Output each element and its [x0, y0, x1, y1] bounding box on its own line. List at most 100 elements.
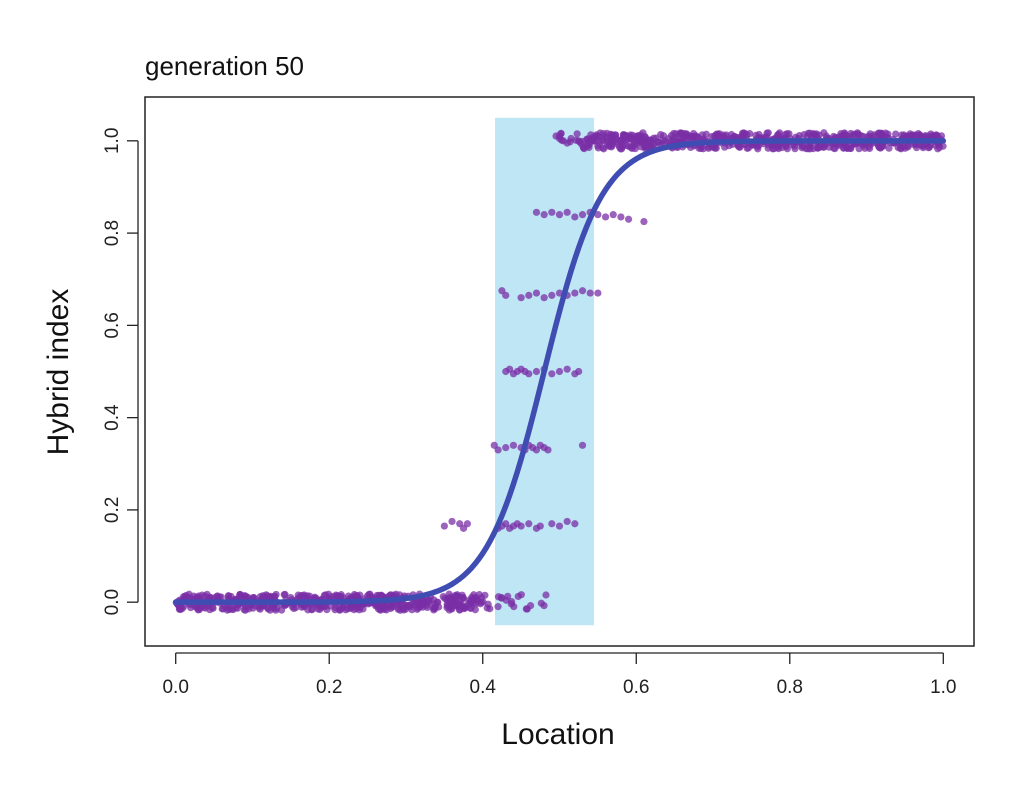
data-point	[414, 599, 422, 607]
data-point	[508, 597, 516, 606]
data-point	[571, 289, 579, 297]
data-point	[865, 144, 874, 153]
data-point	[640, 217, 648, 226]
y-axis-label: Hybrid index	[42, 289, 75, 456]
data-point	[236, 591, 244, 599]
data-point	[544, 446, 552, 454]
data-point	[795, 131, 803, 140]
data-point	[912, 132, 920, 140]
data-point	[472, 600, 480, 608]
data-point	[906, 130, 914, 138]
data-point	[181, 592, 189, 601]
data-point	[449, 597, 457, 605]
data-point	[523, 605, 531, 613]
data-point	[402, 602, 410, 610]
data-point	[619, 133, 627, 142]
data-point	[578, 211, 587, 219]
x-tick-label: 1.0	[930, 677, 956, 698]
data-point	[448, 517, 456, 526]
data-point	[782, 141, 790, 150]
data-point	[548, 370, 556, 378]
data-point	[571, 213, 579, 221]
data-point	[514, 592, 522, 601]
data-point	[809, 129, 817, 138]
data-point	[502, 291, 510, 299]
data-point	[631, 141, 639, 149]
data-point	[242, 592, 250, 601]
data-point	[377, 602, 385, 610]
data-point	[798, 142, 806, 150]
data-point	[611, 131, 620, 139]
data-point	[636, 136, 644, 144]
data-point	[617, 213, 625, 221]
data-point	[396, 606, 404, 614]
data-point	[934, 132, 942, 140]
data-point	[866, 130, 874, 138]
data-point	[459, 593, 467, 602]
data-point	[525, 520, 533, 528]
y-axis: 0.0 0.2 0.4 0.6 0.8 1.0	[102, 128, 139, 615]
data-point	[586, 289, 594, 297]
data-point	[600, 145, 608, 153]
data-point	[264, 603, 272, 612]
data-point	[578, 287, 587, 295]
data-point	[885, 144, 893, 152]
data-point	[298, 603, 306, 611]
x-tick-label: 0.2	[316, 677, 342, 698]
data-point	[899, 142, 908, 151]
data-point	[517, 294, 525, 302]
data-point	[465, 596, 474, 604]
data-point	[601, 213, 610, 221]
data-point	[776, 129, 784, 137]
data-point	[517, 522, 525, 530]
data-point	[555, 522, 564, 530]
data-point	[851, 130, 859, 138]
data-point	[382, 606, 390, 614]
data-point	[270, 592, 278, 601]
y-tick-label: 0.4	[102, 404, 123, 431]
data-point	[359, 605, 367, 613]
data-point	[441, 594, 449, 603]
data-point	[594, 289, 602, 297]
data-point	[555, 367, 564, 376]
data-point	[347, 603, 355, 611]
data-point	[525, 370, 533, 378]
x-tick-label: 0.6	[623, 677, 649, 698]
data-point	[711, 144, 719, 152]
data-point	[483, 604, 491, 612]
data-point	[672, 130, 680, 138]
data-point	[548, 208, 556, 216]
data-point	[921, 131, 930, 140]
data-point	[481, 591, 489, 599]
data-point	[609, 211, 617, 219]
data-point	[463, 520, 471, 528]
chart-title: generation 50	[145, 51, 304, 81]
data-point	[548, 291, 556, 299]
data-point	[643, 143, 651, 152]
data-point	[647, 136, 655, 144]
data-point	[540, 211, 548, 219]
data-point	[590, 133, 598, 141]
data-point	[494, 446, 502, 454]
data-point	[657, 130, 665, 139]
data-point	[599, 136, 607, 144]
x-tick-label: 0.4	[470, 677, 497, 698]
cline-curve	[172, 138, 947, 605]
data-point	[814, 144, 822, 152]
data-point	[877, 142, 885, 151]
data-point	[855, 145, 863, 153]
data-point	[227, 592, 235, 601]
data-point	[605, 141, 614, 150]
plot-frame	[144, 96, 975, 647]
data-point	[206, 606, 214, 614]
data-point	[722, 131, 730, 139]
data-point	[918, 141, 926, 150]
data-point	[694, 134, 702, 142]
data-point	[575, 137, 583, 145]
x-axis: 0.0 0.2 0.4 0.6 0.8 1.0	[162, 652, 957, 698]
data-point	[790, 142, 799, 150]
data-point	[176, 605, 185, 614]
data-point	[292, 604, 300, 612]
cline-curve-layer	[172, 138, 947, 605]
data-point	[840, 129, 849, 137]
